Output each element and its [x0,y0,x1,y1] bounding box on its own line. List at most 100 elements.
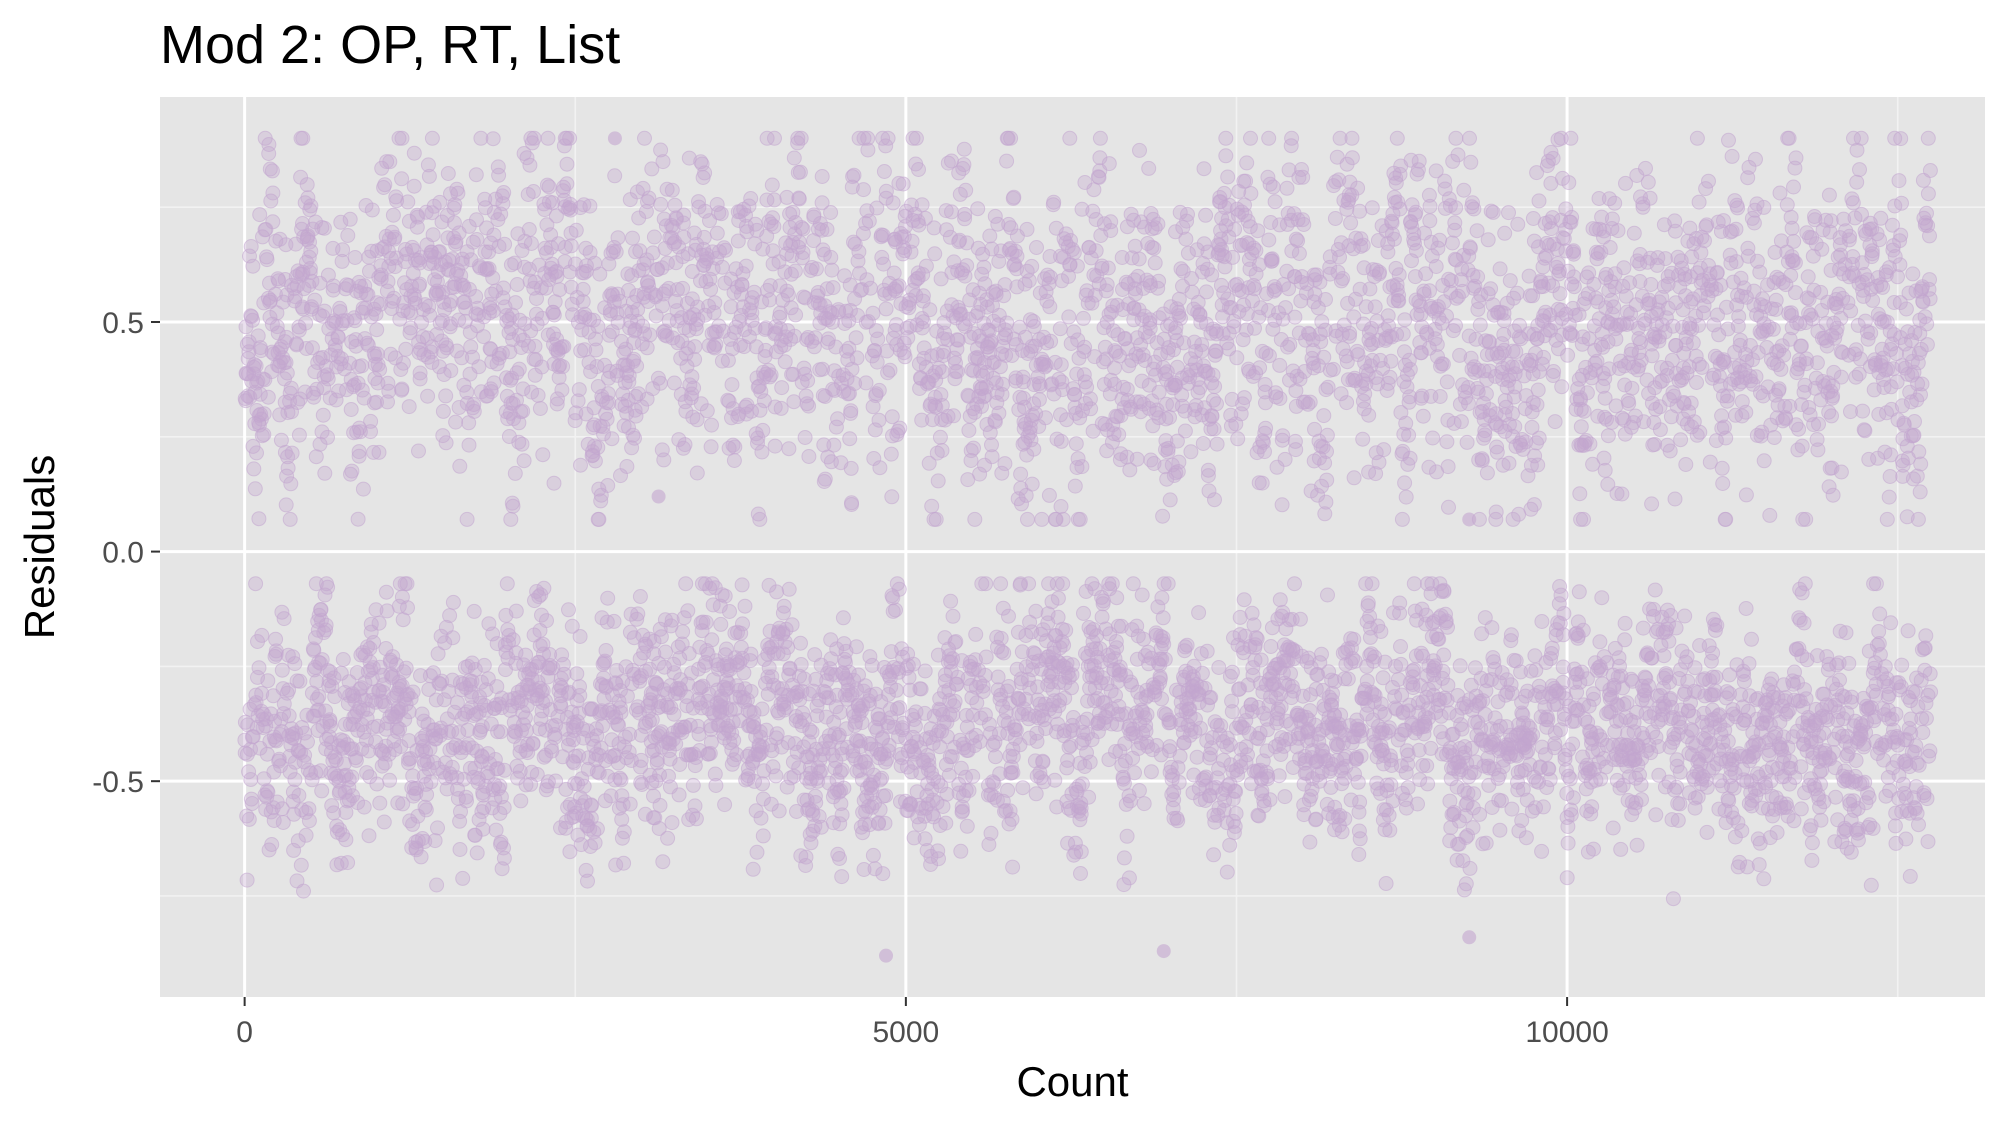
data-point [513,793,529,809]
data-point [817,471,833,487]
data-point [961,422,977,438]
data-point [947,693,963,709]
data-point [491,167,507,183]
data-point [1075,310,1091,326]
data-point [514,436,530,452]
data-point [1320,379,1336,395]
data-point [400,600,415,616]
data-point [676,207,692,223]
data-point [664,815,680,831]
data-point [883,446,899,462]
data-point [1325,686,1340,701]
data-point [1264,251,1280,267]
data-point [380,274,396,290]
data-point [1257,444,1272,460]
data-point [372,795,388,811]
data-point [915,288,931,304]
data-point [891,278,907,294]
data-point [734,577,750,593]
data-point [364,202,380,218]
data-point [245,312,261,328]
data-point [469,845,485,861]
data-point [1258,420,1274,436]
data-point [1319,444,1334,459]
data-point [291,427,307,443]
data-point [886,265,902,281]
data-point [1432,232,1448,248]
data-point [777,354,793,370]
data-point [606,613,622,629]
data-point [1337,811,1353,827]
data-point [363,413,379,429]
data-point [1050,590,1066,606]
data-point [1371,454,1387,470]
data-point [259,252,275,268]
data-point [306,389,322,405]
data-point [1155,508,1171,524]
data-point [287,772,303,788]
data-point [356,799,372,815]
data-point [1154,590,1170,606]
data-point [369,322,385,338]
data-point [308,576,324,592]
data-point [539,613,554,629]
data-point [598,643,614,658]
data-point [793,635,808,651]
data-point [1243,186,1259,201]
data-point [1355,237,1371,253]
data-point [438,435,454,451]
data-point [248,687,264,703]
data-point [863,280,878,296]
data-point [727,439,743,455]
data-point [1316,408,1332,424]
data-point [678,576,694,592]
data-point [430,820,445,836]
data-point [642,327,658,343]
data-point [536,580,552,596]
data-point [344,463,360,479]
data-point [1103,223,1119,238]
data-point [302,261,318,276]
data-point [804,724,820,740]
data-point [424,130,440,146]
data-point [323,718,338,734]
data-point [1378,876,1394,891]
data-point [1154,691,1169,707]
data-point [798,849,814,865]
data-point [1196,161,1212,177]
data-point [278,497,294,513]
data-point [418,802,434,818]
data-point [526,184,541,199]
data-point [1076,605,1091,621]
data-point [530,387,546,403]
data-point [1422,213,1438,229]
data-point [1291,246,1307,261]
data-point [1156,636,1172,652]
data-point [1151,384,1167,400]
data-point [1352,203,1368,219]
data-point [924,498,940,514]
data-point [448,414,464,430]
data-point [572,688,588,703]
data-point [1380,244,1396,260]
data-point [1073,806,1089,822]
data-point [968,626,984,642]
data-point [493,724,509,740]
data-point [649,752,665,768]
data-point [776,598,792,614]
data-point [970,201,986,217]
data-point [496,185,512,200]
data-point [252,207,268,223]
data-point [1081,789,1097,805]
data-point [1109,590,1125,606]
data-point [1342,325,1358,341]
data-point [475,821,491,837]
data-point [808,795,824,810]
data-point [907,718,923,734]
data-point [571,382,587,398]
data-point [1053,357,1069,373]
data-point [956,157,972,173]
data-point [978,576,994,592]
data-point [1351,847,1367,862]
data-point [1028,603,1044,619]
